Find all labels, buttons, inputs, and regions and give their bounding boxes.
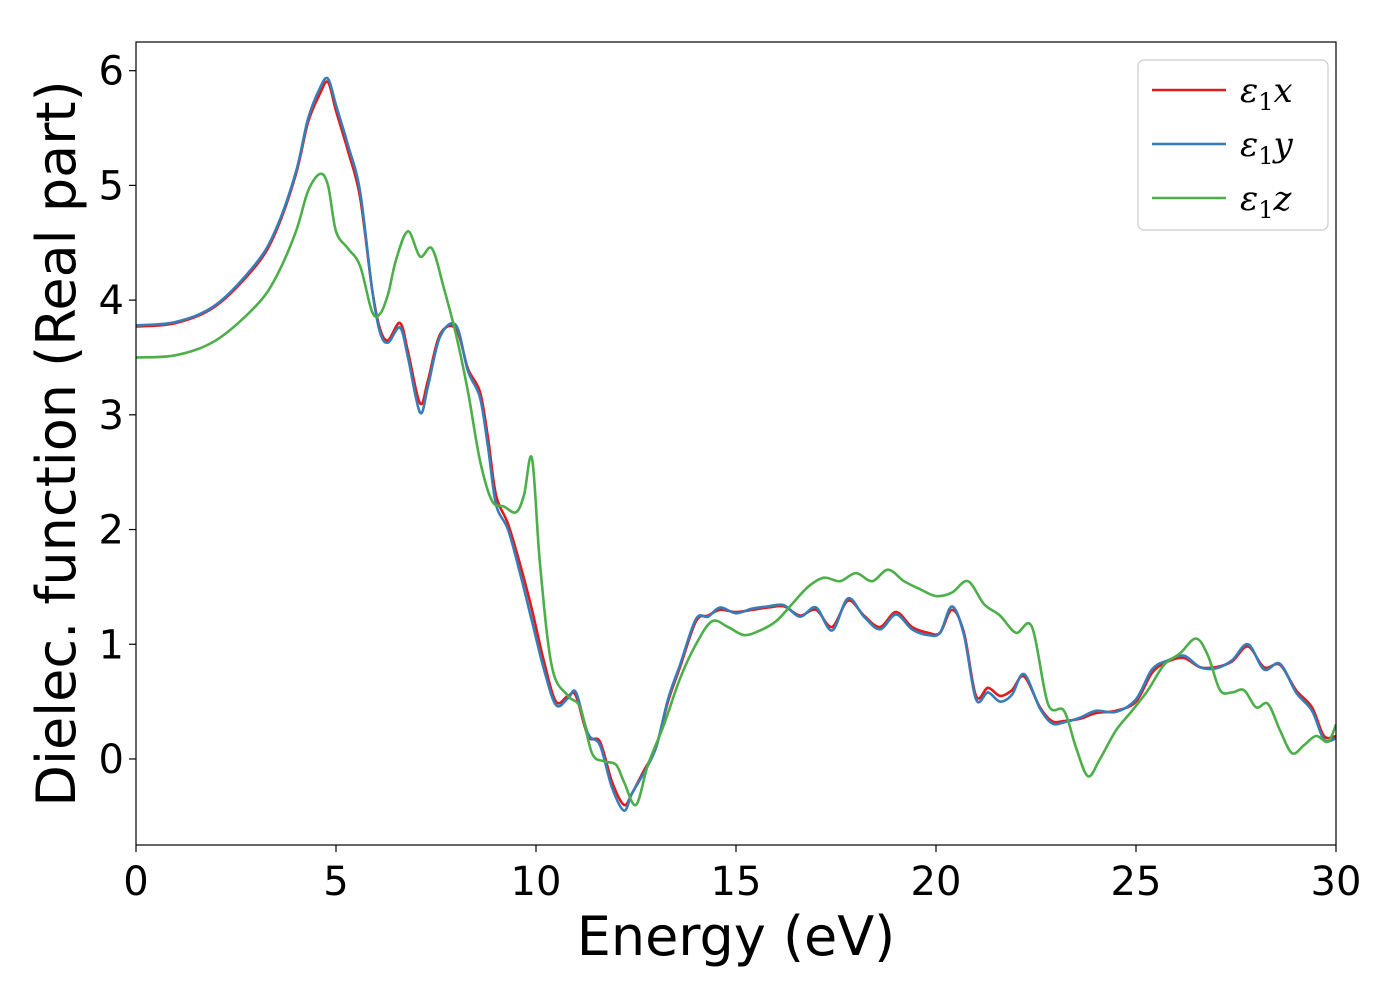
y-axis-title: Dielec. function (Real part) [25, 80, 88, 806]
x-tick-label: 25 [1111, 859, 1162, 905]
x-tick-label: 15 [711, 859, 762, 905]
x-tick-label: 0 [123, 859, 148, 905]
y-tick-label: 3 [99, 393, 124, 439]
y-tick-label: 4 [99, 278, 124, 324]
series-line-z [136, 172, 1336, 807]
x-axis: 0 5 10 15 20 25 30 [123, 845, 1361, 905]
legend-label: ε1z [1240, 179, 1293, 224]
series-line-y [136, 76, 1336, 812]
y-tick-label: 2 [99, 508, 124, 554]
y-tick-label: 6 [99, 49, 124, 95]
y-tick-label: 1 [99, 622, 124, 668]
x-tick-label: 10 [511, 859, 562, 905]
y-tick-label: 0 [99, 737, 124, 783]
x-axis-title: Energy (eV) [577, 905, 896, 968]
legend-label: ε1x [1240, 71, 1293, 116]
x-tick-label: 30 [1311, 859, 1362, 905]
x-tick-label: 20 [911, 859, 962, 905]
x-tick-label: 5 [323, 859, 348, 905]
y-axis: 0 1 2 3 4 5 6 [99, 49, 136, 783]
plot-lines [136, 76, 1336, 812]
legend-label: ε1y [1240, 125, 1294, 170]
legend: ε1x ε1y ε1z [1137, 59, 1329, 231]
legend-box [1137, 59, 1329, 231]
y-tick-label: 5 [99, 163, 124, 209]
